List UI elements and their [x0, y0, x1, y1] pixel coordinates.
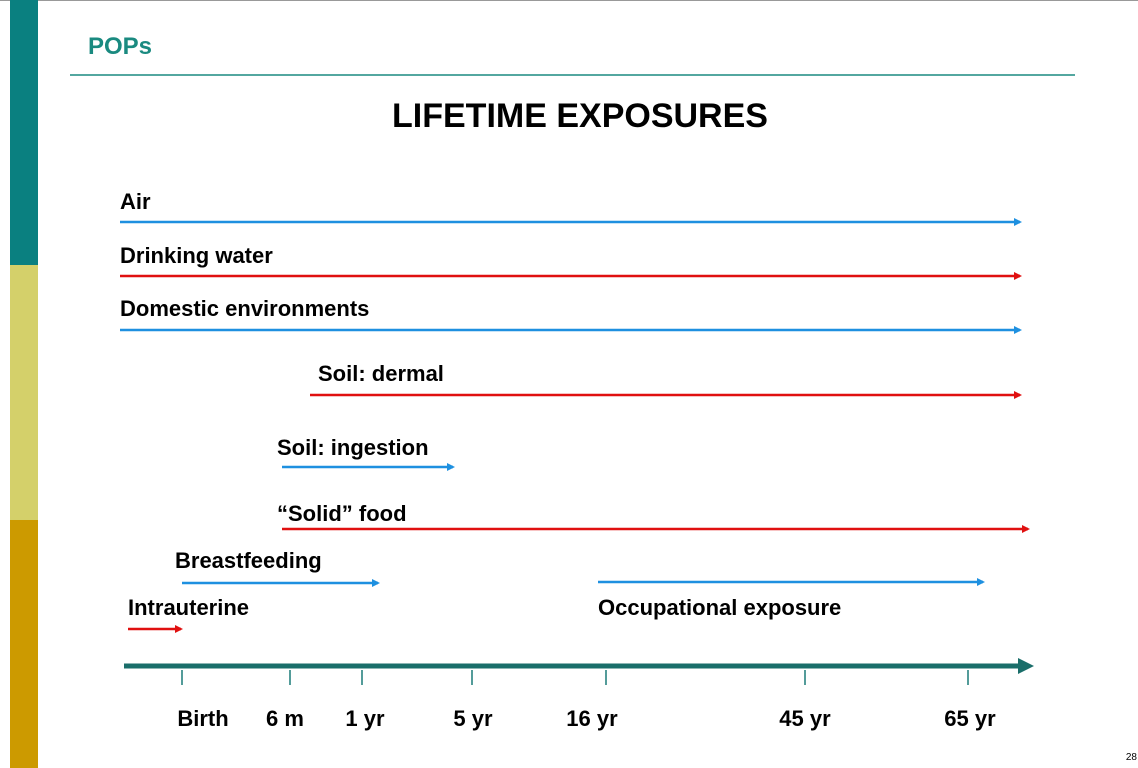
exposure-label: Domestic environments [120, 296, 369, 321]
timeline-label: 5 yr [453, 706, 493, 731]
exposure-label: Intrauterine [128, 595, 249, 620]
timeline-label: 16 yr [566, 706, 618, 731]
title: LIFETIME EXPOSURES [392, 97, 768, 135]
exposure-label: Soil: ingestion [277, 435, 429, 460]
exposure-label: Drinking water [120, 243, 273, 268]
header: POPs [88, 33, 152, 60]
exposure-label: Occupational exposure [598, 595, 841, 620]
timeline-label: Birth [177, 706, 228, 731]
exposure-label: Air [120, 189, 151, 214]
side-band [10, 265, 38, 520]
exposure-label: Soil: dermal [318, 361, 444, 386]
side-band [10, 0, 38, 265]
timeline-label: 1 yr [345, 706, 385, 731]
exposure-label: “Solid” food [277, 501, 407, 526]
timeline-label: 6 m [266, 706, 304, 731]
timeline-label: 45 yr [779, 706, 831, 731]
side-band [10, 520, 38, 768]
timeline-label: 65 yr [944, 706, 996, 731]
page-number: 28 [1126, 752, 1138, 763]
exposure-label: Breastfeeding [175, 548, 322, 573]
